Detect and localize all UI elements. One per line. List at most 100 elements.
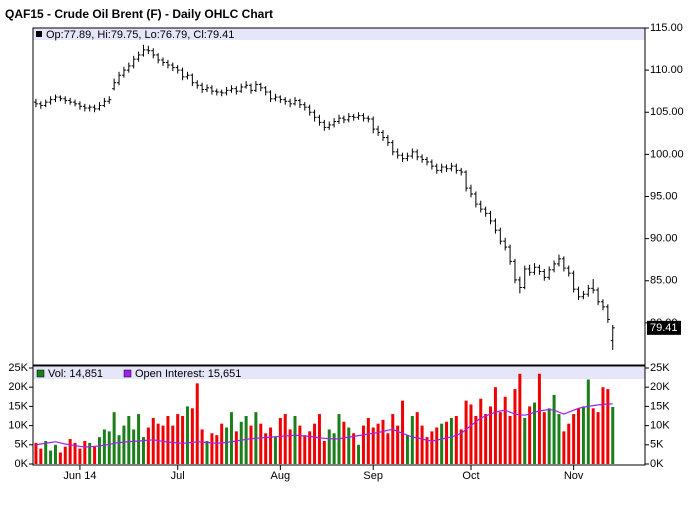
volume-bar bbox=[181, 416, 185, 464]
legend-label: Op:77.89, Hi:79.75, Lo:76.79, Cl:79.41 bbox=[46, 29, 234, 41]
volume-bar bbox=[317, 414, 321, 464]
volume-bar bbox=[537, 373, 541, 464]
volume-bar bbox=[171, 425, 175, 464]
volume-bar bbox=[88, 442, 92, 464]
volume-bar bbox=[435, 427, 439, 464]
volume-bar bbox=[156, 423, 160, 464]
volume-bar bbox=[249, 425, 253, 464]
volume-bar bbox=[489, 406, 493, 464]
x-tick-label: Aug bbox=[271, 470, 291, 482]
volume-bar bbox=[357, 444, 361, 464]
y-tick-label: 20K bbox=[8, 381, 28, 393]
volume-bar bbox=[283, 414, 287, 464]
volume-bar bbox=[278, 417, 282, 464]
volume-bar bbox=[352, 433, 356, 464]
legend-label: Open Interest: 15,651 bbox=[135, 368, 241, 380]
legend-bar bbox=[33, 28, 645, 40]
volume-bar bbox=[440, 423, 444, 464]
volume-bar bbox=[347, 427, 351, 464]
volume-bar bbox=[83, 440, 87, 464]
y-tick-label: 20K bbox=[650, 381, 670, 393]
y-tick-label: 10K bbox=[8, 420, 28, 432]
legend-bar bbox=[33, 367, 645, 379]
y-tick-label: 85.00 bbox=[650, 275, 678, 287]
volume-bar bbox=[195, 383, 199, 464]
volume-bar bbox=[454, 416, 458, 464]
volume-bar bbox=[97, 437, 101, 464]
volume-bar bbox=[303, 435, 307, 464]
volume-bar bbox=[581, 406, 585, 464]
volume-bar bbox=[562, 431, 566, 464]
volume-bar bbox=[445, 421, 449, 464]
volume-bar bbox=[225, 427, 229, 464]
volume-bar bbox=[298, 425, 302, 464]
volume-bar bbox=[542, 412, 546, 464]
volume-bar bbox=[273, 437, 277, 464]
volume-bar bbox=[420, 425, 424, 464]
volume-bar bbox=[611, 406, 615, 464]
volume-bar bbox=[210, 433, 214, 464]
x-tick-label: Sep bbox=[363, 470, 383, 482]
y-tick-label: 5K bbox=[15, 439, 29, 451]
volume-bar bbox=[493, 387, 497, 464]
volume-bar bbox=[73, 442, 77, 464]
y-tick-label: 105.00 bbox=[650, 106, 684, 118]
volume-bar bbox=[533, 402, 537, 464]
y-tick-label: 95.00 bbox=[650, 190, 678, 202]
volume-bar bbox=[425, 437, 429, 464]
volume-bar bbox=[586, 379, 590, 464]
volume-bar bbox=[146, 427, 150, 464]
volume-bar bbox=[376, 423, 380, 464]
volume-bar bbox=[484, 414, 488, 464]
volume-bar bbox=[293, 416, 297, 464]
volume-bar bbox=[547, 408, 551, 464]
volume-bar bbox=[322, 440, 326, 464]
volume-panel bbox=[32, 365, 646, 466]
volume-bar bbox=[557, 414, 561, 464]
volume-bar bbox=[161, 425, 165, 464]
legend-swatch bbox=[123, 369, 132, 378]
volume-bar bbox=[151, 417, 155, 464]
volume-bar bbox=[386, 433, 390, 464]
volume-bar bbox=[259, 423, 263, 464]
volume-bar bbox=[205, 440, 209, 464]
y-tick-label: 0K bbox=[650, 458, 664, 470]
open-interest-line bbox=[35, 403, 613, 448]
volume-bar bbox=[53, 444, 57, 464]
volume-bar bbox=[513, 389, 517, 464]
volume-bar bbox=[391, 414, 395, 464]
y-tick-label: 0K bbox=[15, 458, 29, 470]
volume-bar bbox=[58, 452, 62, 464]
volume-bar bbox=[49, 450, 53, 464]
volume-bar bbox=[313, 423, 317, 464]
volume-bar bbox=[93, 446, 97, 464]
volume-bar bbox=[190, 408, 194, 464]
volume-bar bbox=[234, 431, 238, 464]
volume-bar bbox=[102, 429, 106, 464]
volume-bar bbox=[39, 448, 43, 464]
volume-bar bbox=[166, 416, 170, 464]
x-tick-label: Jun 14 bbox=[63, 470, 96, 482]
volume-bar bbox=[127, 416, 131, 464]
volume-bar bbox=[332, 433, 336, 464]
y-tick-label: 110.00 bbox=[650, 64, 683, 76]
volume-bar bbox=[503, 396, 507, 464]
volume-bar bbox=[401, 400, 405, 464]
volume-bar bbox=[449, 417, 453, 464]
y-tick-label: 115.00 bbox=[650, 22, 683, 34]
volume-bar bbox=[596, 412, 600, 464]
chart-title: QAF15 - Crude Oil Brent (F) - Daily OHLC… bbox=[5, 7, 273, 21]
volume-bar bbox=[371, 427, 375, 464]
volume-bar bbox=[572, 414, 576, 464]
volume-bar bbox=[132, 429, 136, 464]
volume-bar bbox=[176, 414, 180, 464]
x-tick-label: Jul bbox=[171, 470, 185, 482]
volume-bar bbox=[567, 423, 571, 464]
volume-bar bbox=[498, 412, 502, 464]
volume-bar bbox=[577, 408, 581, 464]
volume-bar bbox=[508, 416, 512, 464]
volume-bar bbox=[606, 389, 610, 464]
volume-bar bbox=[107, 431, 111, 464]
volume-bar bbox=[523, 417, 527, 464]
volume-bar bbox=[361, 425, 365, 464]
